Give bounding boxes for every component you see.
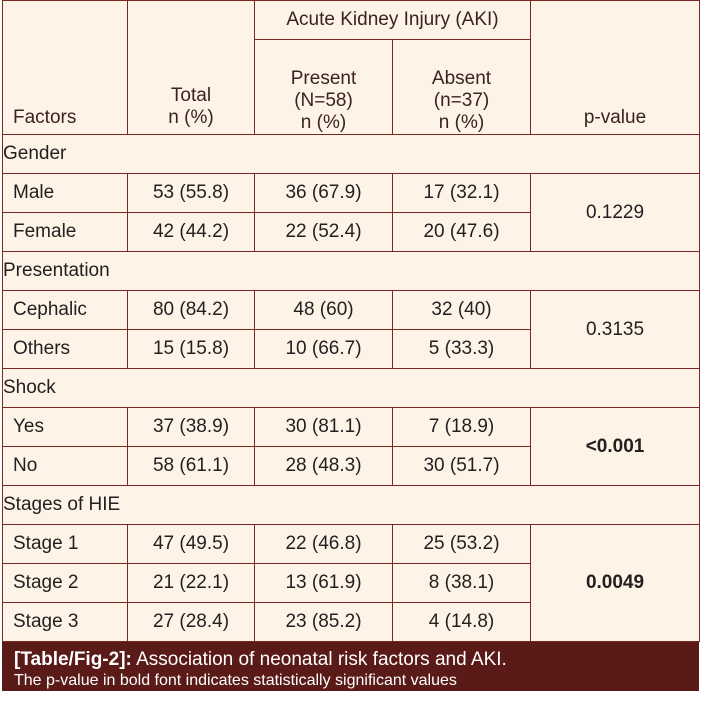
table-row: Stage 1 47 (49.5) 22 (46.8) 25 (53.2) 0.… <box>2 524 701 642</box>
section-title: Gender <box>1 134 701 174</box>
absent-cell: 4 (14.8) <box>391 602 532 642</box>
header-absent-line1: Absent <box>431 68 492 89</box>
total-cell: 47 (49.5) <box>127 524 255 564</box>
risk-factor-table: Factors Total n (%) Acute Kidney Injury … <box>1 0 701 642</box>
present-cell: 13 (61.9) <box>254 563 393 603</box>
table-row: No 58 (61.1) 28 (48.3) 30 (51.7) <box>2 446 700 486</box>
section-title: Presentation <box>1 251 701 291</box>
present-cell: 22 (46.8) <box>254 524 393 564</box>
present-cell: 48 (60) <box>254 290 393 330</box>
factor-cell: Female <box>2 212 128 252</box>
header-absent: Absent (n=37) n (%) <box>391 39 532 135</box>
header-pvalue: p-value <box>530 0 701 135</box>
factor-cell: Stage 3 <box>2 602 128 642</box>
section-row-stages-of-hie: Stages of HIE <box>1 485 701 525</box>
absent-cell: 32 (40) <box>391 290 532 330</box>
absent-cell: 20 (47.6) <box>391 212 532 252</box>
table-row: Stage 2 21 (22.1) 13 (61.9) 8 (38.1) <box>2 563 700 603</box>
factor-cell: Male <box>2 173 128 213</box>
factor-cell: No <box>2 446 128 486</box>
total-cell: 37 (38.9) <box>127 407 255 447</box>
table-figure: Factors Total n (%) Acute Kidney Injury … <box>1 0 701 691</box>
total-cell: 42 (44.2) <box>127 212 255 252</box>
pvalue-cell: 0.3135 <box>530 290 701 369</box>
caption-note: The p-value in bold font indicates stati… <box>14 672 457 689</box>
total-cell: 15 (15.8) <box>127 329 255 369</box>
factor-cell: Others <box>2 329 128 369</box>
header-total: Total n (%) <box>127 0 255 135</box>
table-row: Yes 37 (38.9) 30 (81.1) 7 (18.9) <0.001 <box>2 407 701 486</box>
present-cell: 36 (67.9) <box>254 173 393 213</box>
absent-cell: 5 (33.3) <box>391 329 532 369</box>
table-row: Others 15 (15.8) 10 (66.7) 5 (33.3) <box>2 329 700 369</box>
header-present-line1: Present <box>290 68 357 89</box>
header-total-line1: Total <box>170 85 212 106</box>
absent-cell: 30 (51.7) <box>391 446 532 486</box>
absent-cell: 17 (32.1) <box>391 173 532 213</box>
factor-cell: Yes <box>2 407 128 447</box>
factor-cell: Stage 2 <box>2 563 128 603</box>
section-row-presentation: Presentation <box>1 251 701 291</box>
header-absent-line3: n (%) <box>438 112 485 133</box>
total-cell: 21 (22.1) <box>127 563 255 603</box>
caption-line: [Table/Fig-2]: Association of neonatal r… <box>14 649 687 671</box>
table-row: Stage 3 27 (28.4) 23 (85.2) 4 (14.8) <box>2 602 700 642</box>
total-cell: 80 (84.2) <box>127 290 255 330</box>
total-cell: 58 (61.1) <box>127 446 255 486</box>
section-row-shock: Shock <box>1 368 701 408</box>
pvalue-cell-significant: <0.001 <box>530 407 701 486</box>
header-present-line2: (N=58) <box>294 90 353 111</box>
header-present: Present (N=58) n (%) <box>254 39 393 135</box>
header-aki-group: Acute Kidney Injury (AKI) <box>253 0 532 40</box>
present-cell: 28 (48.3) <box>254 446 393 486</box>
header-present-line3: n (%) <box>300 112 347 133</box>
present-cell: 23 (85.2) <box>254 602 393 642</box>
total-cell: 27 (28.4) <box>127 602 255 642</box>
absent-cell: 8 (38.1) <box>391 563 532 603</box>
pvalue-cell-significant: 0.0049 <box>530 524 701 642</box>
present-cell: 30 (81.1) <box>254 407 393 447</box>
table-caption: [Table/Fig-2]: Association of neonatal r… <box>2 642 699 691</box>
absent-cell: 7 (18.9) <box>391 407 532 447</box>
factor-cell: Stage 1 <box>2 524 128 564</box>
factor-cell: Cephalic <box>2 290 128 330</box>
caption-label: [Table/Fig-2]: <box>14 649 132 670</box>
section-title: Stages of HIE <box>1 485 701 525</box>
header-factors: Factors <box>2 0 128 135</box>
pvalue-cell: 0.1229 <box>530 173 701 252</box>
section-row-gender: Gender <box>1 134 701 174</box>
table-row: Cephalic 80 (84.2) 48 (60) 32 (40) 0.313… <box>2 290 701 369</box>
header-absent-line2: (n=37) <box>433 90 490 111</box>
section-title: Shock <box>1 368 701 408</box>
present-cell: 22 (52.4) <box>254 212 393 252</box>
present-cell: 10 (66.7) <box>254 329 393 369</box>
header-total-line2: n (%) <box>168 107 214 128</box>
table-row: Female 42 (44.2) 22 (52.4) 20 (47.6) <box>2 212 700 252</box>
table-row: Male 53 (55.8) 36 (67.9) 17 (32.1) 0.122… <box>2 173 701 252</box>
caption-text: Association of neonatal risk factors and… <box>131 649 507 670</box>
absent-cell: 25 (53.2) <box>391 524 532 564</box>
total-cell: 53 (55.8) <box>127 173 255 213</box>
